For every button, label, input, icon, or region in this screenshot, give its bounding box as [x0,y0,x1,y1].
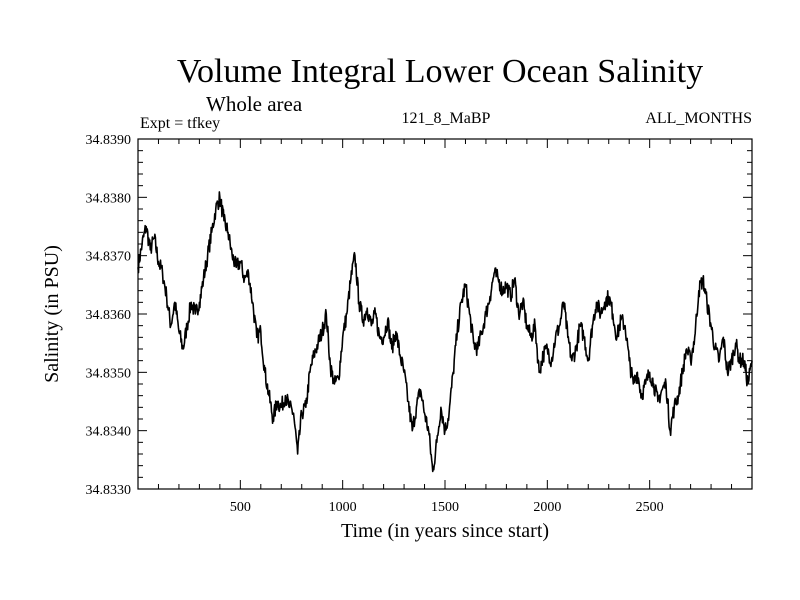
y-tick-label: 34.8360 [86,308,132,323]
x-tick-label: 500 [230,500,251,515]
x-axis-label: Time (in years since start) [341,520,549,542]
x-tick-label: 2500 [636,500,664,515]
y-axis-label: Salinity (in PSU) [41,245,63,383]
x-tick-label: 1000 [329,500,357,515]
x-tick-label: 1500 [431,500,459,515]
y-tick-label: 34.8330 [86,483,132,498]
y-tick-label: 34.8350 [86,366,132,381]
y-tick-label: 34.8370 [86,250,132,265]
plot-frame [137,138,753,490]
plot-area [137,191,753,473]
annotation-center: 121_8_MaBP [402,110,491,127]
x-tick-label: 2000 [533,500,561,515]
y-tick-label: 34.8340 [86,425,132,440]
annotation-right: ALL_MONTHS [645,110,752,127]
annotation-left: Expt = tfkey [140,115,220,132]
y-tick-label: 34.8380 [86,191,132,206]
y-axis: 34.8330 34.8340 34.8350 34.8360 34.8370 34.83… [86,133,752,498]
salinity-series-line [137,191,753,473]
y-tick-label: 34.8390 [86,133,132,148]
x-axis: 500 1000 1500 2000 2500 [157,139,733,515]
chart-title: Volume Integral Lower Ocean Salinity [177,53,703,90]
chart-subtitle: Whole area [206,92,303,116]
